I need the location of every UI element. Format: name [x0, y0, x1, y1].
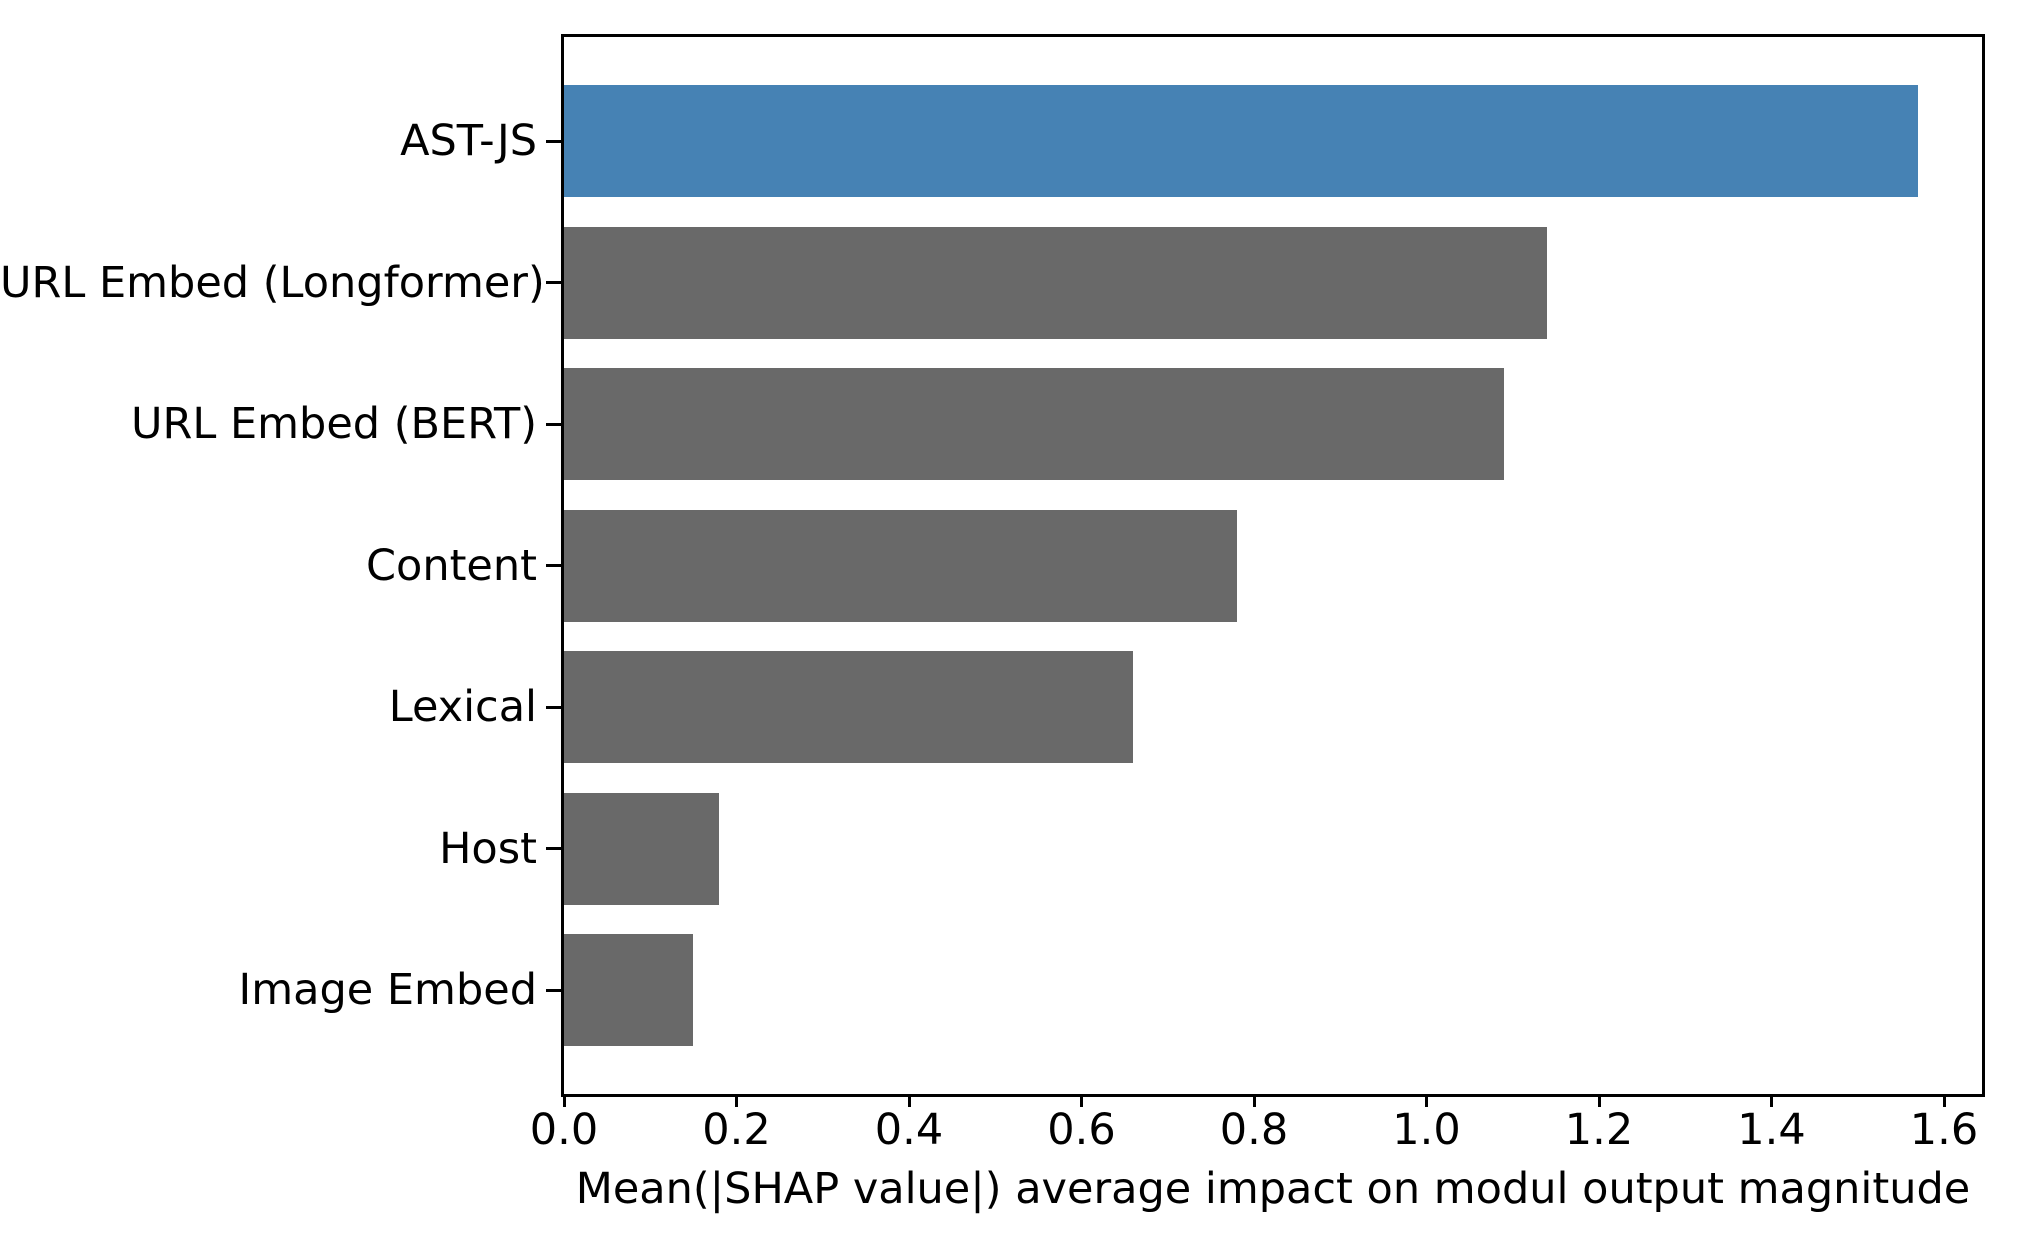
y-tick-mark — [546, 847, 561, 850]
y-axis-label: Content — [365, 540, 537, 591]
x-tick-label: 1.4 — [1737, 1105, 1806, 1155]
y-axis-label: Lexical — [388, 682, 537, 732]
x-tick-mark — [1942, 1094, 1946, 1107]
x-tick-mark — [907, 1094, 911, 1107]
plot-area — [561, 34, 1985, 1097]
y-axis-label: Image Embed — [238, 965, 537, 1015]
x-tick-mark — [562, 1094, 566, 1107]
bar-image-embed — [564, 934, 693, 1046]
bars-layer — [564, 37, 1982, 1094]
x-tick-label: 0.4 — [874, 1105, 944, 1155]
x-tick-mark — [735, 1094, 738, 1107]
x-tick-label: 0.8 — [1219, 1105, 1289, 1155]
x-tick-mark — [1770, 1094, 1773, 1107]
x-tick-label: 1.0 — [1392, 1105, 1461, 1155]
y-tick-mark — [546, 564, 561, 567]
y-axis-label: Host — [439, 823, 537, 874]
bar-ast-js — [564, 85, 1918, 197]
y-tick-mark — [546, 988, 561, 992]
x-tick-mark — [1252, 1094, 1256, 1107]
y-axis-label: AST-JS — [400, 116, 537, 166]
x-tick-mark — [1080, 1094, 1083, 1107]
x-tick-label: 1.6 — [1909, 1105, 1979, 1155]
bar-content — [564, 509, 1237, 622]
x-tick-mark — [1425, 1094, 1428, 1107]
x-tick-label: 0.6 — [1047, 1105, 1116, 1155]
bar-lexical — [564, 651, 1133, 763]
y-tick-mark — [546, 705, 561, 709]
bar-url-embed-bert — [564, 368, 1504, 480]
x-tick-label: 0.0 — [529, 1105, 599, 1155]
y-tick-mark — [546, 281, 561, 284]
y-axis-label: URL Embed (Longformer) — [0, 257, 545, 308]
y-tick-mark — [546, 422, 561, 426]
bar-url-embed-longformer — [564, 226, 1547, 339]
x-tick-label: 1.2 — [1564, 1105, 1634, 1155]
bar-host — [564, 792, 719, 905]
x-axis-title: Mean(|SHAP value|) average impact on mod… — [575, 1164, 1971, 1214]
x-tick-mark — [1597, 1094, 1601, 1107]
y-axis-label: URL Embed (BERT) — [131, 399, 537, 449]
x-tick-label: 0.2 — [702, 1105, 771, 1155]
y-tick-mark — [546, 139, 561, 143]
